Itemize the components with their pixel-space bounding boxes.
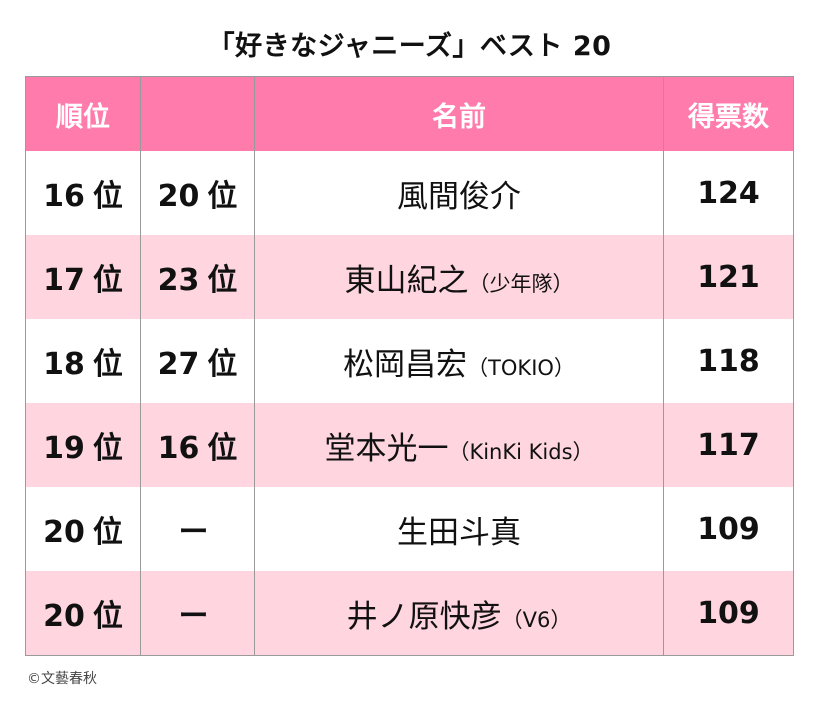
table-row: 17 位 23 位 東山紀之（少年隊） 121 [25, 235, 794, 319]
name-cell: 風間俊介 [254, 151, 664, 235]
rank-cell: 17 位 [25, 235, 141, 319]
rank-number: 20 [43, 515, 85, 550]
previous-rank-number: ー [178, 515, 209, 550]
header-previous-rank [140, 76, 255, 151]
previous-rank-unit: 位 [207, 431, 238, 466]
votes-cell: 109 [663, 571, 794, 656]
previous-rank-number: 27 [157, 347, 200, 382]
header-row: 順位 名前 得票数 [25, 76, 794, 151]
previous-rank-cell: ー [140, 571, 255, 656]
person-name: 井ノ原快彦 [346, 598, 502, 635]
header-votes: 得票数 [663, 76, 794, 151]
votes-cell: 109 [663, 487, 794, 571]
copyright-credit: ©文藝春秋 [27, 671, 97, 687]
rank-number: 20 [43, 599, 85, 634]
previous-rank-unit: 位 [207, 179, 238, 214]
rank-cell: 20 位 [25, 487, 141, 571]
rank-number: 16 [43, 179, 85, 214]
table-title: 「好きなジャニーズ」ベスト 20 [207, 31, 612, 62]
group-name: （V6） [501, 607, 572, 632]
person-name: 風間俊介 [397, 178, 521, 215]
name-cell: 井ノ原快彦（V6） [254, 571, 664, 656]
header-rank: 順位 [25, 76, 141, 151]
previous-rank-number: 20 [157, 179, 200, 214]
person-name: 堂本光一 [324, 430, 449, 467]
table-row: 20 位 ー 井ノ原快彦（V6） 109 [25, 571, 794, 656]
rank-cell: 18 位 [25, 319, 141, 403]
rank-cell: 20 位 [25, 571, 141, 656]
previous-rank-cell: 16 位 [140, 403, 255, 487]
votes-cell: 121 [663, 235, 794, 319]
header-name: 名前 [254, 76, 664, 151]
group-name: （TOKIO） [467, 355, 575, 380]
group-name: （KinKi Kids） [448, 439, 594, 464]
name-cell: 生田斗真 [254, 487, 664, 571]
rank-cell: 19 位 [25, 403, 141, 487]
previous-rank-cell: ー [140, 487, 255, 571]
rank-unit: 位 [92, 599, 123, 634]
previous-rank-unit: 位 [207, 263, 238, 298]
rank-number: 17 [43, 263, 85, 298]
name-cell: 松岡昌宏（TOKIO） [254, 319, 664, 403]
table-row: 16 位 20 位 風間俊介 124 [25, 151, 794, 235]
rank-unit: 位 [92, 347, 123, 382]
table-row: 20 位 ー 生田斗真 109 [25, 487, 794, 571]
person-name: 生田斗真 [397, 514, 521, 551]
ranking-table: 順位 名前 得票数 16 位 20 位 風間俊介 124 17 位 23 位 東山紀之（… [25, 76, 794, 656]
rank-cell: 16 位 [25, 151, 141, 235]
previous-rank-cell: 23 位 [140, 235, 255, 319]
name-cell: 堂本光一（KinKi Kids） [254, 403, 664, 487]
previous-rank-unit: 位 [207, 347, 238, 382]
votes-cell: 118 [663, 319, 794, 403]
person-name: 東山紀之 [344, 262, 469, 299]
votes-cell: 124 [663, 151, 794, 235]
votes-cell: 117 [663, 403, 794, 487]
person-name: 松岡昌宏 [343, 346, 468, 383]
previous-rank-cell: 27 位 [140, 319, 255, 403]
rank-unit: 位 [92, 431, 123, 466]
name-cell: 東山紀之（少年隊） [254, 235, 664, 319]
previous-rank-number: ー [178, 599, 209, 634]
table-row: 18 位 27 位 松岡昌宏（TOKIO） 118 [25, 319, 794, 403]
group-name: （少年隊） [468, 271, 574, 296]
rank-number: 18 [43, 347, 85, 382]
table-row: 19 位 16 位 堂本光一（KinKi Kids） 117 [25, 403, 794, 487]
previous-rank-number: 16 [157, 431, 200, 466]
rank-unit: 位 [92, 179, 123, 214]
previous-rank-cell: 20 位 [140, 151, 255, 235]
rank-unit: 位 [92, 515, 123, 550]
rank-unit: 位 [92, 263, 123, 298]
rank-number: 19 [43, 431, 85, 466]
previous-rank-number: 23 [157, 263, 200, 298]
